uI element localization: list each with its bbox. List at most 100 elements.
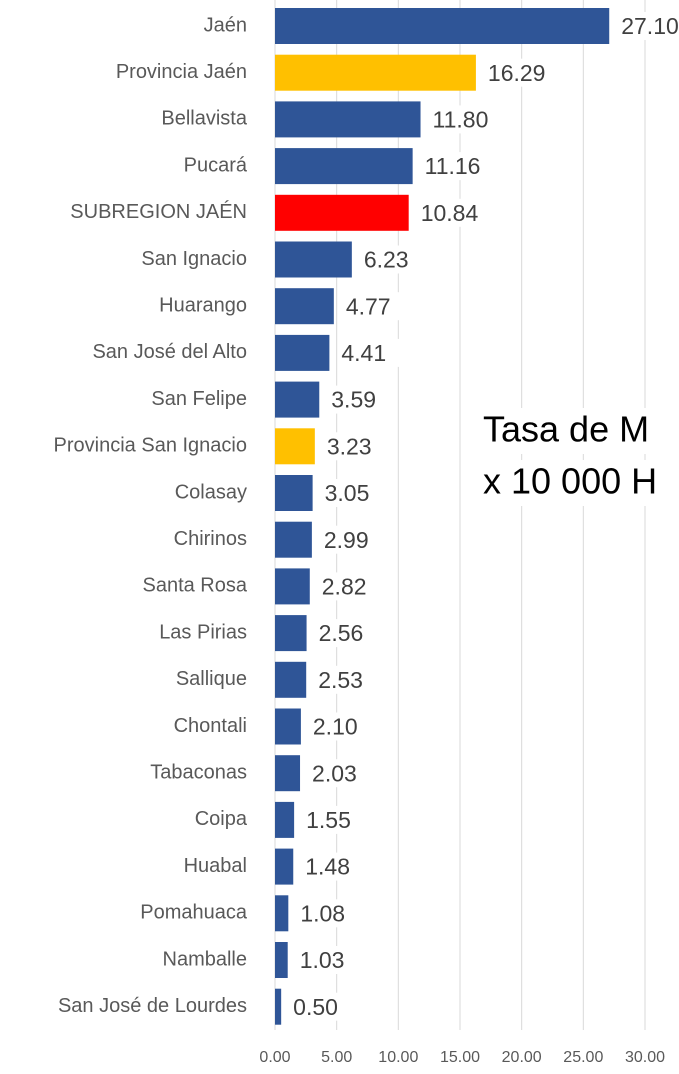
annotation: x 10 000 H	[483, 461, 657, 502]
value-label-bg	[315, 665, 382, 694]
value-label-bg	[323, 432, 390, 461]
annotation-bg	[478, 408, 679, 454]
bar	[275, 428, 315, 465]
category-label: San Felipe	[151, 388, 247, 410]
x-tick-label: 15.00	[440, 1049, 480, 1066]
bar	[275, 708, 301, 745]
bar	[275, 801, 295, 838]
bar	[275, 895, 289, 932]
category-label: Chirinos	[174, 528, 247, 550]
value-label-bg	[429, 105, 496, 134]
value-label-bg	[309, 759, 376, 788]
value-label: 1.08	[300, 900, 345, 926]
value-label-bg	[296, 946, 363, 974]
x-tick-label: 10.00	[378, 1049, 418, 1066]
bar	[275, 148, 413, 185]
value-label: 2.82	[322, 573, 367, 599]
x-tick-label: 0.00	[259, 1049, 290, 1066]
bar	[275, 615, 307, 652]
annotation-bg	[478, 460, 679, 506]
bar	[275, 288, 334, 325]
category-label: Colasay	[175, 481, 247, 503]
category-label: Coipa	[195, 808, 248, 830]
category-label: Chontali	[174, 715, 247, 737]
bar	[275, 8, 610, 44]
category-label: Jaén	[204, 14, 247, 36]
value-label: 2.99	[324, 527, 369, 553]
category-label: Bellavista	[161, 108, 247, 130]
value-label: 2.03	[312, 760, 357, 786]
value-label-bg	[338, 338, 405, 367]
value-label: 4.41	[341, 340, 386, 366]
value-label-bg	[321, 479, 388, 507]
bar	[275, 54, 476, 91]
value-label: 3.23	[327, 433, 372, 459]
x-tick-label: 30.00	[625, 1049, 665, 1066]
value-label-bg	[328, 385, 395, 414]
category-label: San Ignacio	[141, 248, 247, 270]
bar	[275, 988, 282, 1025]
value-label-bg	[618, 12, 679, 40]
value-label: 10.84	[421, 200, 479, 226]
category-label: Provincia Jaén	[116, 61, 247, 83]
bar	[275, 755, 301, 792]
value-label-bg	[360, 245, 427, 274]
bar	[275, 241, 352, 278]
value-label-bg	[303, 805, 370, 834]
value-label: 6.23	[364, 247, 409, 273]
category-label: Pomahuaca	[140, 902, 248, 924]
bar	[275, 661, 307, 698]
value-label-bg	[342, 292, 409, 321]
value-label: 2.56	[319, 620, 364, 646]
value-label-bg	[302, 852, 369, 881]
bar	[275, 521, 312, 558]
category-label: SUBREGION JAÉN	[70, 200, 247, 223]
category-label: Namballe	[163, 948, 247, 970]
value-label: 16.29	[488, 60, 546, 86]
value-label: 1.03	[300, 947, 345, 973]
value-label-bg	[484, 58, 551, 87]
bar	[275, 101, 421, 138]
value-label: 11.16	[425, 153, 481, 179]
category-label: Sallique	[176, 668, 247, 690]
bars	[275, 8, 610, 1025]
value-label: 2.53	[318, 667, 363, 693]
category-label: Santa Rosa	[142, 575, 247, 597]
x-tick-label: 20.00	[502, 1049, 542, 1066]
value-label-bg	[290, 992, 357, 1021]
category-label: San José del Alto	[92, 341, 247, 363]
value-label: 4.77	[346, 293, 391, 319]
bar	[275, 942, 288, 978]
value-label-bg	[421, 152, 488, 181]
category-label: San José de Lourdes	[58, 995, 247, 1017]
category-label: Provincia San Ignacio	[54, 435, 247, 457]
annotation: Tasa de M	[483, 409, 649, 450]
category-label: Huarango	[159, 294, 247, 316]
category-label: Las Pirias	[159, 621, 247, 643]
value-label-bg	[309, 712, 376, 741]
x-tick-label: 25.00	[563, 1049, 603, 1066]
category-label: Tabaconas	[150, 761, 247, 783]
value-label-bg	[318, 572, 385, 601]
value-label: 11.80	[433, 106, 489, 132]
value-label-bg	[315, 619, 382, 648]
value-label-bg	[297, 899, 364, 928]
category-label: Huabal	[184, 855, 247, 877]
bar	[275, 568, 310, 605]
category-label: Pucará	[184, 154, 248, 176]
value-label-bg	[417, 198, 484, 227]
value-label: 0.50	[293, 994, 338, 1020]
value-label: 1.48	[305, 854, 350, 880]
value-label: 2.10	[313, 714, 358, 740]
value-label: 1.55	[306, 807, 351, 833]
bar	[275, 848, 294, 885]
value-label-bg	[320, 525, 387, 554]
x-tick-label: 5.00	[321, 1049, 352, 1066]
value-label: 3.59	[331, 387, 376, 413]
bar	[275, 194, 409, 231]
value-label: 27.10	[621, 13, 679, 39]
bar	[275, 334, 330, 371]
bar	[275, 475, 313, 511]
bar	[275, 381, 320, 418]
